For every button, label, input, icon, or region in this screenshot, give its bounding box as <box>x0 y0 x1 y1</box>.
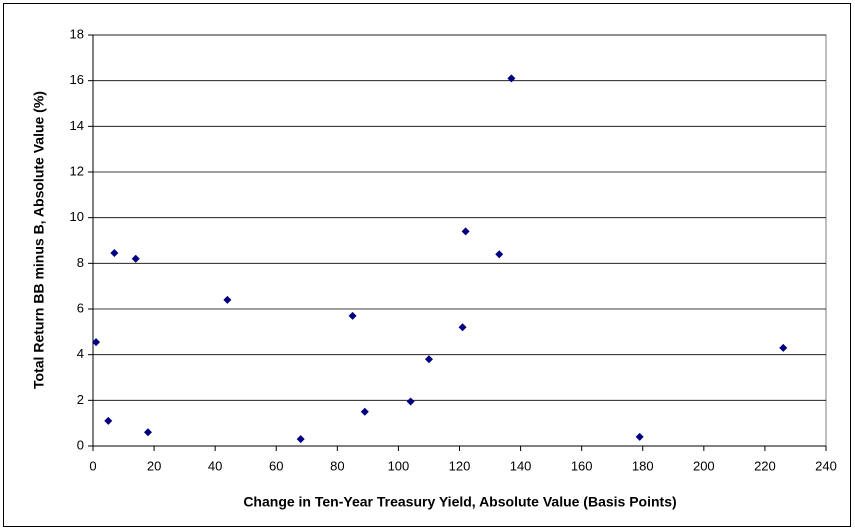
x-axis-title: Change in Ten-Year Treasury Yield, Absol… <box>243 494 676 510</box>
y-tick-label: 16 <box>70 72 84 87</box>
x-tick-label: 160 <box>571 458 593 473</box>
x-tick-label: 200 <box>693 458 715 473</box>
point <box>507 74 516 83</box>
y-tick-label: 0 <box>77 437 84 452</box>
plot-area <box>92 34 827 447</box>
x-tick-label: 80 <box>330 458 344 473</box>
y-tick-label: 4 <box>77 346 84 361</box>
point <box>495 250 504 259</box>
y-tick-label: 10 <box>70 209 84 224</box>
y-tick-label: 18 <box>70 26 84 41</box>
x-tick-label: 100 <box>388 458 410 473</box>
x-tick-label: 220 <box>754 458 776 473</box>
y-axis-title: Total Return BB minus B, Absolute Value … <box>31 91 47 389</box>
point <box>92 338 101 347</box>
y-tick-label: 14 <box>70 118 84 133</box>
y-tick-label: 12 <box>70 163 84 178</box>
x-tick-label: 240 <box>815 458 837 473</box>
point <box>458 323 467 332</box>
y-tick-label: 8 <box>77 255 84 270</box>
y-tick-label: 6 <box>77 300 84 315</box>
point <box>779 343 788 352</box>
x-tick-label: 60 <box>269 458 283 473</box>
x-tick-label: 120 <box>449 458 471 473</box>
x-tick-label: 0 <box>89 458 96 473</box>
x-tick-label: 140 <box>510 458 532 473</box>
point <box>296 435 305 444</box>
point <box>406 397 415 406</box>
point <box>110 249 119 258</box>
point <box>131 254 140 263</box>
x-tick-label: 40 <box>208 458 222 473</box>
point <box>360 407 369 416</box>
point <box>223 295 232 304</box>
point <box>424 355 433 364</box>
point <box>348 311 357 320</box>
x-tick-label: 20 <box>147 458 161 473</box>
x-tick-label: 180 <box>632 458 654 473</box>
point <box>104 416 113 425</box>
point <box>143 428 152 437</box>
point <box>461 227 470 236</box>
point <box>635 432 644 441</box>
y-tick-label: 2 <box>77 392 84 407</box>
